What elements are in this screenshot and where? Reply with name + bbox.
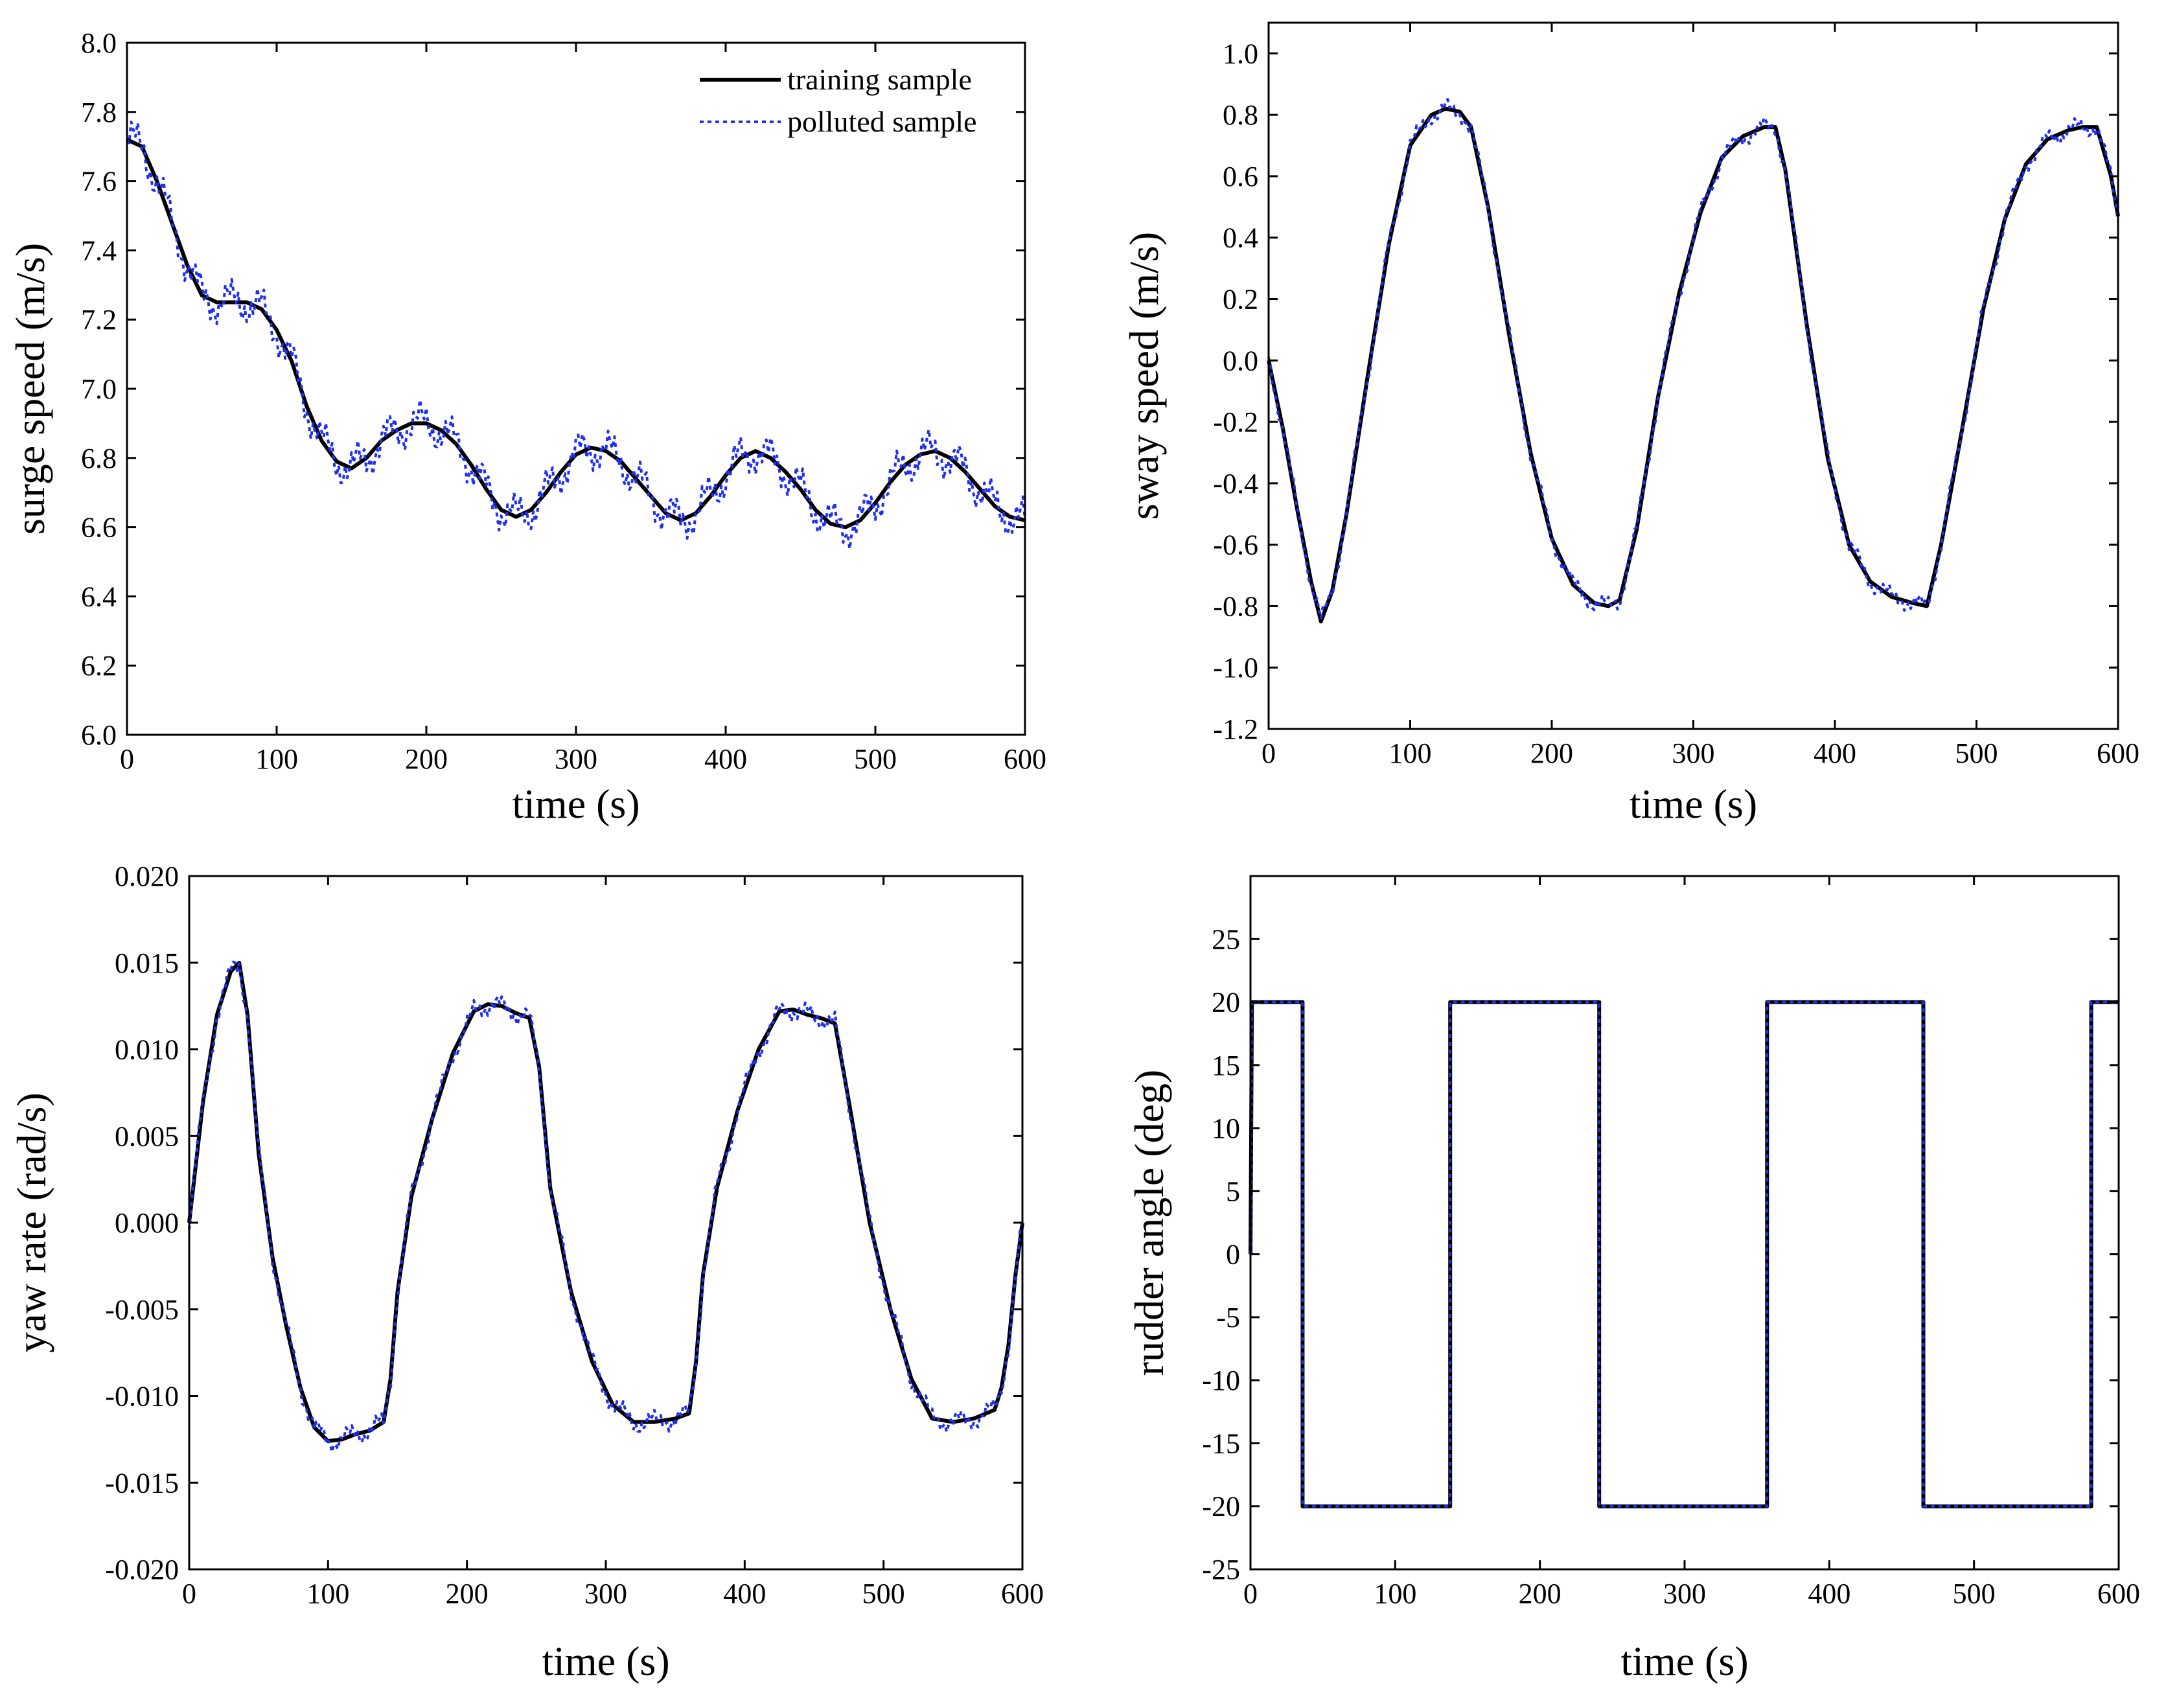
x-tick-label: 600 bbox=[1001, 1578, 1044, 1610]
y-tick-label: 20 bbox=[1212, 987, 1240, 1019]
y-tick-label: 1.0 bbox=[1223, 38, 1258, 69]
y-tick-label: 0.010 bbox=[115, 1034, 179, 1066]
y-tick-label: -20 bbox=[1202, 1491, 1240, 1523]
x-axis-label: time (s) bbox=[542, 1638, 669, 1684]
x-tick-label: 600 bbox=[2097, 1578, 2140, 1610]
legend: training sample polluted sample bbox=[700, 63, 977, 138]
y-tick-label: -0.005 bbox=[105, 1294, 179, 1326]
x-tick-label: 500 bbox=[1953, 1578, 1996, 1610]
x-tick-label: 200 bbox=[1519, 1578, 1561, 1610]
y-tick-label: -0.020 bbox=[105, 1554, 179, 1586]
x-tick-label: 400 bbox=[723, 1578, 766, 1610]
x-tick-label: 100 bbox=[255, 743, 298, 775]
legend-polluted-label: polluted sample bbox=[787, 105, 977, 138]
x-tick-label: 300 bbox=[1672, 737, 1715, 769]
x-tick-label: 0 bbox=[1243, 1578, 1258, 1610]
y-tick-label: -0.010 bbox=[105, 1381, 179, 1413]
chart-panel-top-right: 0 100 200 300 400 500 600 -1.2 -1.0 -0.8 -0.6 -0.4 -… bbox=[1121, 21, 2139, 827]
y-tick-label: 25 bbox=[1212, 923, 1240, 955]
x-tick-label: 300 bbox=[584, 1578, 627, 1610]
y-tick-label: -0.2 bbox=[1213, 406, 1258, 438]
x-tick-label: 0 bbox=[1262, 737, 1276, 769]
y-tick-label: 7.4 bbox=[81, 235, 117, 266]
y-tick-label: 10 bbox=[1212, 1113, 1240, 1144]
y-tick-label: 7.2 bbox=[81, 304, 117, 336]
x-axis-label: time (s) bbox=[1620, 1638, 1748, 1684]
y-tick-label: 0.015 bbox=[115, 947, 179, 979]
y-tick-label: 5 bbox=[1226, 1175, 1240, 1207]
y-tick-label: 6.0 bbox=[81, 719, 117, 751]
y-tick-label: 0 bbox=[1226, 1239, 1240, 1271]
x-tick-label: 500 bbox=[1955, 737, 1998, 769]
y-tick-label: -25 bbox=[1202, 1554, 1240, 1586]
y-tick-label: -0.8 bbox=[1213, 590, 1258, 622]
x-axis-label: time (s) bbox=[1630, 781, 1757, 827]
x-tick-label: 100 bbox=[1389, 737, 1432, 769]
chart-panel-top-left: 0 100 200 300 400 500 600 6.0 6.2 6.4 6.6 6.8 7.0 7.2… bbox=[7, 27, 1046, 827]
x-tick-label: 500 bbox=[862, 1578, 905, 1610]
series-training-top-left bbox=[126, 137, 1026, 529]
y-tick-label: -0.6 bbox=[1213, 529, 1258, 561]
x-tick-label: 400 bbox=[704, 743, 747, 775]
y-tick-label: 7.8 bbox=[81, 97, 117, 128]
x-tick-label: 200 bbox=[1530, 737, 1573, 769]
y-tick-label: 0.2 bbox=[1223, 284, 1258, 316]
y-tick-label: 0.000 bbox=[115, 1207, 179, 1239]
x-tick-label: 400 bbox=[1814, 737, 1856, 769]
y-axis-label: surge speed (m/s) bbox=[7, 243, 53, 535]
x-tick-label: 200 bbox=[405, 743, 448, 775]
x-tick-label: 300 bbox=[555, 743, 597, 775]
y-tick-label: 8.0 bbox=[81, 27, 117, 59]
y-tick-label: -5 bbox=[1216, 1302, 1240, 1333]
y-tick-label: -15 bbox=[1202, 1427, 1240, 1459]
series-polluted-top-left bbox=[126, 121, 1026, 551]
legend-training-label: training sample bbox=[787, 63, 972, 96]
chart-panel-bottom-left: 0 100 200 300 400 500 600 -0.020 -0.015 -0.010 -0.… bbox=[8, 860, 1044, 1684]
x-tick-label: 600 bbox=[2097, 737, 2139, 769]
y-axis-label: yaw rate (rad/s) bbox=[8, 1092, 54, 1353]
x-tick-label: 200 bbox=[446, 1578, 489, 1610]
y-tick-label: 6.8 bbox=[81, 443, 117, 474]
series-polluted-top-right bbox=[1267, 98, 2119, 619]
x-tick-label: 0 bbox=[182, 1578, 196, 1610]
y-tick-label: 6.4 bbox=[81, 581, 117, 612]
y-tick-label: 0.6 bbox=[1223, 161, 1258, 192]
y-tick-label: 15 bbox=[1212, 1050, 1240, 1081]
y-tick-label: 0.020 bbox=[115, 860, 179, 892]
x-tick-label: 500 bbox=[854, 743, 897, 775]
y-tick-label: 0.4 bbox=[1223, 222, 1258, 254]
panels: 0 100 200 300 400 500 6006.06.26.46.66.87.07.2… bbox=[7, 21, 2140, 1684]
x-tick-label: 400 bbox=[1808, 1578, 1850, 1610]
y-tick-label: 7.0 bbox=[81, 373, 117, 405]
y-tick-label: -1.0 bbox=[1213, 652, 1258, 684]
x-tick-label: 600 bbox=[1004, 743, 1046, 775]
x-tick-label: 300 bbox=[1663, 1578, 1706, 1610]
x-tick-label: 100 bbox=[1374, 1578, 1416, 1610]
series-polluted-bottom-left bbox=[188, 960, 1024, 1453]
y-tick-label: 0.0 bbox=[1223, 345, 1258, 376]
y-axis-label: rudder angle (deg) bbox=[1126, 1070, 1172, 1376]
x-tick-label: 100 bbox=[306, 1578, 349, 1610]
y-tick-label: -0.015 bbox=[105, 1467, 179, 1499]
y-tick-label: -10 bbox=[1202, 1365, 1240, 1396]
y-tick-label: 0.005 bbox=[115, 1120, 179, 1152]
y-tick-label: -0.4 bbox=[1213, 468, 1258, 500]
y-tick-label: 0.8 bbox=[1223, 99, 1258, 131]
y-axis-label: sway speed (m/s) bbox=[1121, 232, 1167, 520]
y-tick-label: 6.6 bbox=[81, 512, 117, 544]
chart-panel-bottom-right: 0 100 200 300 400 500 600 -25 -20 -15 -10 -5 0 5 10 15 2… bbox=[1126, 875, 2140, 1684]
y-tick-label: 6.2 bbox=[81, 650, 117, 682]
y-tick-label: -1.2 bbox=[1213, 713, 1258, 745]
y-tick-label: 7.6 bbox=[81, 166, 117, 198]
x-axis-label: time (s) bbox=[512, 781, 639, 827]
x-tick-label: 0 bbox=[120, 743, 134, 775]
